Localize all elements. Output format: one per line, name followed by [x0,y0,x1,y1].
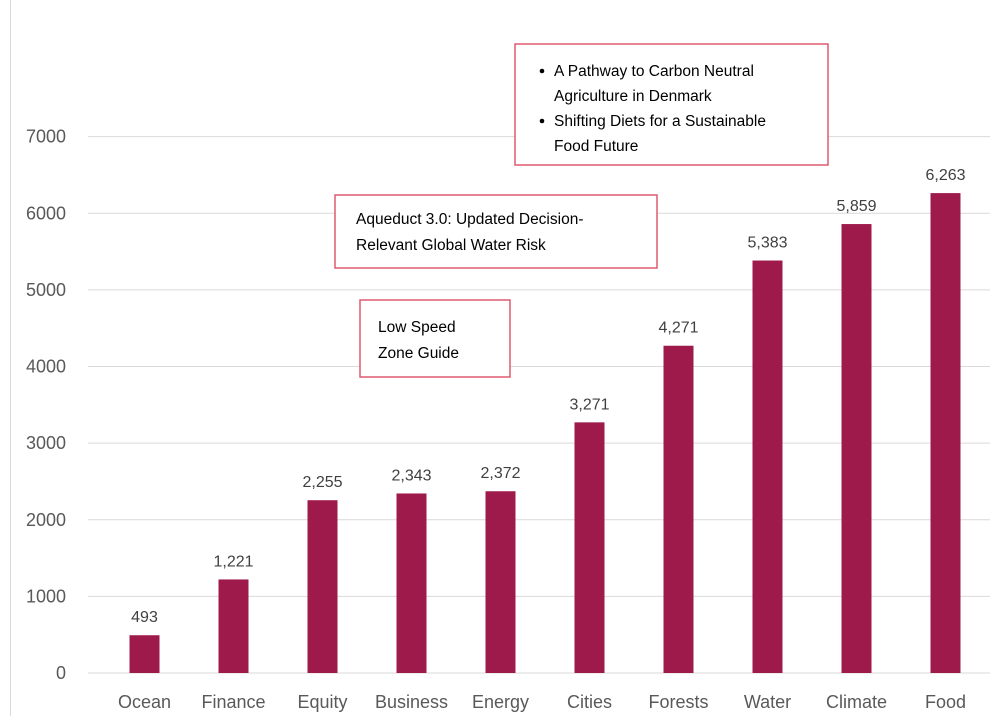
x-tick-label: Water [744,692,791,712]
data-label: 6,263 [925,167,965,184]
x-axis-tick-labels: Ocean Finance Equity Business Energy Cities Fo… [118,692,966,712]
x-tick-label: Ocean [118,692,171,712]
bar-water [752,260,783,673]
callout-text: Relevant Global Water Risk [356,237,546,254]
callout-text: Low Speed [378,319,456,336]
data-label: 493 [131,609,158,626]
x-tick-label: Equity [297,692,347,712]
bar-energy [485,491,516,673]
bar-climate [841,224,872,673]
callouts: Low Speed Zone Guide Aqueduct 3.0: Updated… [334,43,829,378]
data-label: 2,372 [480,465,520,482]
data-label: 5,383 [747,235,787,252]
bars [129,193,961,673]
y-tick-label: 3000 [26,433,66,453]
gridlines [88,136,990,674]
x-tick-label: Business [375,692,448,712]
data-label: 2,255 [302,474,342,491]
y-tick-label: 6000 [26,203,66,223]
callout-text: Food Future [554,138,638,155]
callout-box [514,43,829,166]
callout-cities: Low Speed Zone Guide [359,299,511,378]
x-tick-label: Forests [648,692,708,712]
bar-equity [307,500,338,673]
data-label: 1,221 [213,553,253,570]
x-tick-label: Food [925,692,966,712]
callout-box [359,299,511,378]
data-label: 2,343 [391,467,431,484]
y-tick-label: 7000 [26,127,66,147]
y-tick-label: 5000 [26,280,66,300]
x-tick-label: Climate [826,692,887,712]
y-tick-label: 2000 [26,510,66,530]
bar-food [930,193,961,673]
callout-food: A Pathway to Carbon Neutral Agriculture i… [514,43,829,166]
callout-text: Agriculture in Denmark [554,88,712,105]
bullet-icon [539,68,545,74]
y-tick-label: 1000 [26,586,66,606]
callout-text: A Pathway to Carbon Neutral [554,63,754,80]
callout-text: Zone Guide [378,345,459,362]
bullet-icon [539,118,545,124]
callout-text: Aqueduct 3.0: Updated Decision- [356,211,583,228]
bar-finance [218,579,249,673]
data-labels: 493 1,221 2,255 2,343 2,372 3,271 4,271 5,383 5,… [131,167,965,626]
callout-water: Aqueduct 3.0: Updated Decision- Relevant … [334,194,658,269]
x-tick-label: Cities [567,692,612,712]
data-label: 4,271 [658,320,698,337]
y-tick-label: 4000 [26,357,66,377]
x-tick-label: Finance [201,692,265,712]
bar-forests [663,345,694,673]
callout-box [334,194,658,269]
data-label: 3,271 [569,396,609,413]
bar-ocean [129,635,160,673]
bar-business [396,493,427,673]
x-tick-label: Energy [472,692,529,712]
bar-cities [574,422,605,673]
callout-text: Shifting Diets for a Sustainable [554,113,766,130]
chart-left-border [10,0,11,716]
data-label: 5,859 [836,198,876,215]
y-tick-label: 0 [56,663,66,683]
y-axis-tick-labels: 0 1000 2000 3000 4000 5000 6000 7000 [26,127,66,683]
